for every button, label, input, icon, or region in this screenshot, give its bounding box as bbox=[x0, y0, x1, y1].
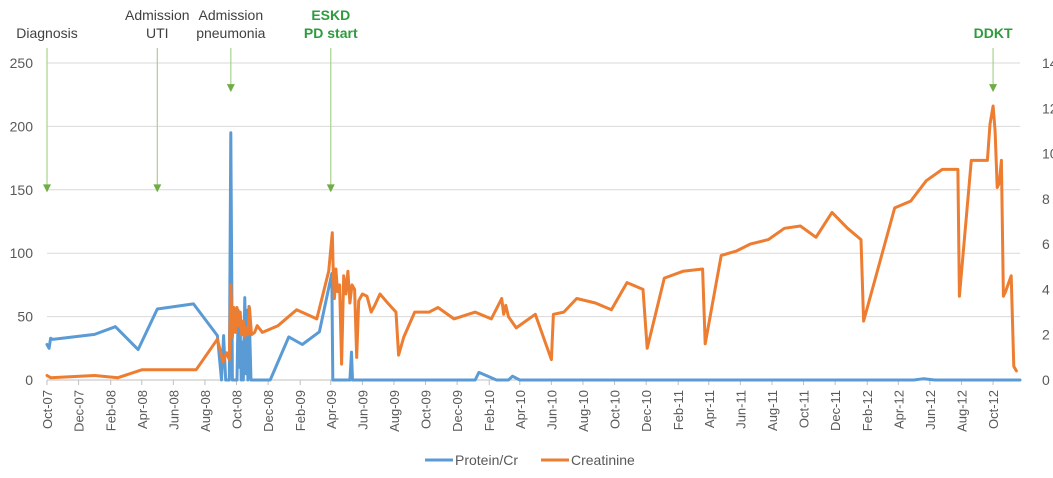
y-right-tick-label: 10 bbox=[1042, 146, 1053, 162]
annotation-label: Admission bbox=[125, 7, 190, 23]
x-tick-label: Oct-12 bbox=[986, 390, 1001, 429]
y-right-tick-label: 0 bbox=[1042, 372, 1050, 388]
x-tick-label: Aug-10 bbox=[576, 390, 591, 432]
annotation-arrowhead bbox=[989, 84, 998, 93]
x-tick-label: Dec-08 bbox=[261, 390, 276, 432]
x-tick-label: Jun-10 bbox=[544, 390, 559, 430]
x-tick-label: Jun-08 bbox=[166, 390, 181, 430]
axes: 0 50 100 150 200 250 0 2 4 6 8 10 12 14 Oct-07 Dec-07 Fe… bbox=[10, 55, 1053, 432]
x-tick-label: Aug-08 bbox=[198, 390, 213, 432]
x-tick-label: Oct-08 bbox=[230, 390, 245, 429]
annotation-label: UTI bbox=[146, 25, 169, 41]
annotation-label: PD start bbox=[304, 25, 358, 41]
x-tick-label: Dec-10 bbox=[639, 390, 654, 432]
y-left-tick-label: 250 bbox=[10, 55, 34, 71]
x-tick-label: Dec-11 bbox=[828, 390, 843, 431]
x-tick-label: Apr-09 bbox=[324, 390, 339, 429]
series-line-protein-cr bbox=[45, 131, 1022, 382]
annotation-label: DDKT bbox=[974, 25, 1013, 41]
y-left-tick-label: 100 bbox=[10, 245, 34, 261]
x-tick-label: Oct-07 bbox=[40, 390, 55, 429]
x-tick-label: Oct-10 bbox=[608, 390, 623, 429]
x-tick-label: Apr-12 bbox=[891, 390, 906, 429]
x-tick-label: Feb-11 bbox=[671, 390, 686, 430]
gridlines bbox=[47, 62, 1020, 318]
x-tick-label: Dec-09 bbox=[450, 390, 465, 432]
y-right-tick-label: 12 bbox=[1042, 100, 1053, 116]
y-right-tick-label: 6 bbox=[1042, 236, 1050, 252]
x-tick-label: Jun-11 bbox=[733, 390, 748, 429]
x-tick-label: Feb-10 bbox=[482, 390, 497, 431]
annotation-label: Admission bbox=[199, 7, 264, 23]
x-tick-label: Aug-11 bbox=[765, 390, 780, 431]
x-tick-label: Feb-12 bbox=[860, 390, 875, 431]
y-right-tick-label: 8 bbox=[1042, 191, 1050, 207]
legend-label: Protein/Cr bbox=[455, 452, 518, 468]
annotation-label: pneumonia bbox=[196, 25, 265, 41]
y-left-tick-label: 50 bbox=[17, 309, 33, 325]
y-left-tick-label: 0 bbox=[25, 372, 33, 388]
annotation-label: Diagnosis bbox=[16, 25, 77, 41]
series-line-creatinine bbox=[45, 104, 1018, 380]
annotation-label: ESKD bbox=[311, 7, 350, 23]
y-left-tick-label: 200 bbox=[10, 118, 34, 134]
y-right-tick-label: 2 bbox=[1042, 327, 1050, 343]
x-tick-label: Apr-10 bbox=[513, 390, 528, 429]
x-tick-label: Oct-11 bbox=[797, 390, 812, 428]
x-tick-label: Aug-12 bbox=[954, 390, 969, 432]
x-tick-label: Oct-09 bbox=[419, 390, 434, 429]
x-tick-label: Dec-07 bbox=[72, 390, 87, 432]
legend: Protein/Cr Creatinine bbox=[425, 452, 635, 468]
x-tick-label: Jun-09 bbox=[355, 390, 370, 430]
x-tick-label: Feb-08 bbox=[104, 390, 119, 431]
legend-label: Creatinine bbox=[571, 452, 635, 468]
x-tick-label: Jun-12 bbox=[923, 390, 938, 430]
annotation-arrowhead bbox=[226, 84, 235, 93]
y-right-tick-label: 4 bbox=[1042, 281, 1050, 297]
annotation-arrowhead bbox=[326, 184, 335, 193]
series-lines bbox=[45, 104, 1022, 382]
x-tick-label: Apr-11 bbox=[702, 390, 717, 428]
x-tick-label: Apr-08 bbox=[135, 390, 150, 429]
y-right-tick-label: 14 bbox=[1042, 55, 1053, 71]
annotations: Diagnosis Admission UTI Admission pneumonia E… bbox=[16, 7, 1013, 193]
x-tick-label: Aug-09 bbox=[387, 390, 402, 432]
y-left-tick-label: 150 bbox=[10, 182, 34, 198]
annotation-arrowhead bbox=[153, 184, 162, 193]
annotation-arrowhead bbox=[43, 184, 51, 193]
x-tick-label: Feb-09 bbox=[293, 390, 308, 431]
